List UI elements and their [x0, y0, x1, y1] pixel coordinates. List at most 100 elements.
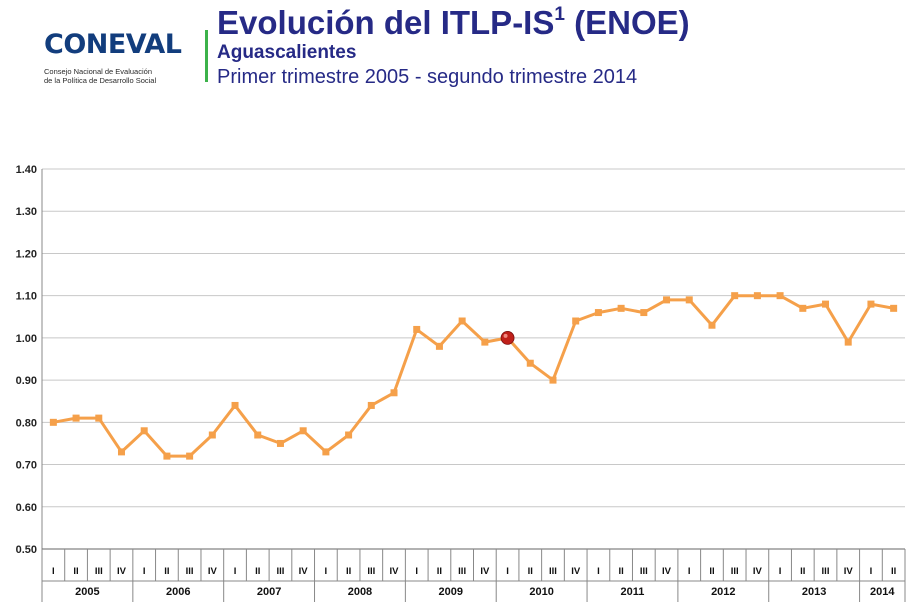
y-tick-label: 0.50 — [16, 544, 37, 556]
quarter-label: I — [688, 566, 691, 577]
data-point — [617, 304, 625, 312]
logo-subtitle: Consejo Nacional de Evaluación de la Pol… — [44, 67, 189, 85]
x-axis: I II III IV I II III IV I II III IV I II III IV I II III IV… — [41, 548, 906, 602]
quarter-label: II — [164, 566, 169, 577]
quarter-label: IV — [299, 566, 309, 577]
data-point — [572, 317, 580, 325]
data-point — [776, 292, 784, 300]
data-point — [322, 448, 330, 456]
quarter-label: III — [731, 566, 739, 577]
data-point — [299, 427, 307, 435]
data-point — [254, 431, 262, 439]
quarter-label: I — [325, 566, 328, 577]
data-point — [594, 309, 602, 317]
data-point — [117, 448, 125, 456]
y-tick-label: 1.10 — [16, 291, 37, 303]
quarter-label: II — [800, 566, 805, 577]
chart-title-superscript: 1 — [554, 4, 565, 25]
year-label: 2013 — [802, 586, 826, 598]
y-tick-label: 0.90 — [16, 375, 37, 387]
highlight-point — [500, 330, 515, 345]
quarter-label: II — [891, 566, 896, 577]
chart-title: Evolución del ITLP-IS1 (ENOE) — [217, 4, 690, 42]
quarter-label: IV — [844, 566, 854, 577]
quarter-label: IV — [662, 566, 672, 577]
data-point — [708, 321, 716, 329]
coneval-logo: CONEVAL Consejo Nacional de Evaluación d… — [44, 30, 189, 90]
quarter-label: III — [95, 566, 103, 577]
data-point — [390, 389, 398, 397]
quarter-label: III — [822, 566, 830, 577]
data-point — [345, 431, 353, 439]
data-point — [640, 309, 648, 317]
data-point — [526, 359, 534, 367]
quarter-label: III — [458, 566, 466, 577]
year-label: 2006 — [166, 586, 190, 598]
quarter-label: I — [143, 566, 146, 577]
data-point — [458, 317, 466, 325]
y-tick-label: 0.80 — [16, 417, 37, 429]
data-point — [481, 338, 489, 346]
quarter-label: IV — [480, 566, 490, 577]
y-tick-label: 1.30 — [16, 206, 37, 218]
quarter-label: II — [255, 566, 260, 577]
year-label: 2009 — [439, 586, 463, 598]
year-label: 2014 — [870, 586, 895, 598]
highlight-point-shine — [503, 333, 508, 338]
quarter-label: II — [437, 566, 442, 577]
quarter-label: IV — [753, 566, 763, 577]
data-point — [231, 401, 239, 409]
quarter-label: III — [276, 566, 284, 577]
data-point — [72, 414, 80, 422]
year-label: 2012 — [711, 586, 735, 598]
data-point — [844, 338, 852, 346]
chart-title-suffix: (ENOE) — [574, 4, 690, 41]
data-point — [549, 376, 557, 384]
year-label: 2005 — [75, 586, 99, 598]
quarter-label: I — [506, 566, 509, 577]
chart-period: Primer trimestre 2005 - segundo trimestr… — [217, 66, 638, 88]
data-point — [276, 439, 284, 447]
y-axis: 0.50 0.60 0.70 0.80 0.90 1.00 1.10 1.20 1.30 1.40 — [16, 164, 43, 556]
quarter-label: II — [73, 566, 78, 577]
y-tick-label: 0.70 — [16, 460, 37, 472]
quarter-label: I — [52, 566, 55, 577]
data-point — [95, 414, 103, 422]
data-point — [890, 304, 898, 312]
data-point — [186, 452, 194, 460]
data-point — [822, 300, 830, 308]
data-point — [140, 427, 148, 435]
logo-subtitle-line-1: Consejo Nacional de Evaluación — [44, 67, 152, 76]
chart-subtitle: Aguascalientes — [217, 42, 357, 63]
data-point — [413, 325, 421, 333]
title-divider — [205, 30, 208, 82]
quarter-label: III — [549, 566, 557, 577]
quarter-label: IV — [390, 566, 400, 577]
series-itlp-is — [49, 292, 898, 460]
quarter-label: IV — [117, 566, 127, 577]
quarter-label: III — [640, 566, 648, 577]
data-point — [685, 296, 693, 304]
header: CONEVAL Consejo Nacional de Evaluación d… — [0, 0, 918, 118]
quarter-label: I — [870, 566, 873, 577]
year-label: 2007 — [257, 586, 281, 598]
quarter-label: IV — [208, 566, 218, 577]
y-tick-label: 1.40 — [16, 164, 37, 176]
data-point — [799, 304, 807, 312]
y-tick-label: 1.00 — [16, 333, 37, 345]
data-point — [49, 418, 57, 426]
year-label: 2008 — [348, 586, 372, 598]
data-point — [731, 292, 739, 300]
data-point — [663, 296, 671, 304]
quarter-label: II — [709, 566, 714, 577]
quarter-label: II — [618, 566, 623, 577]
data-point — [163, 452, 171, 460]
quarter-label: III — [186, 566, 194, 577]
data-point — [367, 401, 375, 409]
chart-title-main: Evolución del ITLP-IS — [217, 4, 555, 41]
data-point — [435, 342, 443, 350]
quarter-label: I — [597, 566, 600, 577]
logo-wordmark: CONEVAL — [44, 29, 182, 60]
quarter-label: IV — [571, 566, 581, 577]
quarter-label: I — [234, 566, 237, 577]
